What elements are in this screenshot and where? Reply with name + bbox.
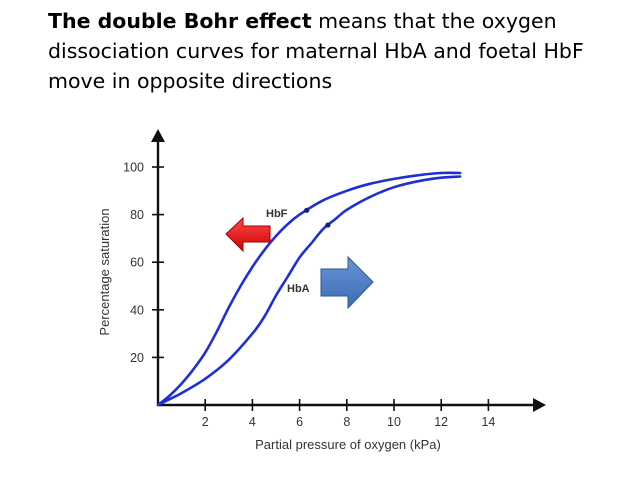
hbf-curve-label: HbF [266, 208, 288, 220]
hba-curve-label: HbA [287, 283, 310, 295]
slide-heading: The double Bohr effect means that the ox… [48, 6, 628, 96]
x-tick-label: 14 [481, 415, 495, 429]
y-tick-label: 80 [130, 208, 144, 222]
y-tick-label: 60 [130, 256, 144, 270]
y-tick-label: 100 [123, 161, 144, 175]
x-tick-label: 12 [434, 415, 448, 429]
y-axis-title: Percentage saturation [97, 208, 112, 335]
hbf-shift-left-arrow [225, 216, 271, 253]
x-axis-arrowhead [533, 398, 546, 412]
hbf-point-marker [304, 207, 310, 213]
y-tick-label: 40 [130, 303, 144, 317]
x-tick-label: 8 [343, 415, 350, 429]
hbf-curve [156, 171, 462, 407]
y-axis-arrowhead [151, 129, 165, 142]
x-tick-label: 10 [387, 415, 401, 429]
y-tick-label: 20 [130, 351, 144, 365]
x-tick-label: 6 [296, 415, 303, 429]
x-tick-label: 2 [202, 415, 209, 429]
x-axis-title: Partial pressure of oxygen (kPa) [255, 437, 441, 452]
hba-shift-right-arrow [320, 255, 374, 310]
hba-point-marker [325, 222, 331, 228]
hba-curve [156, 175, 462, 407]
heading-rest: means that the oxygen dissociation curve… [48, 9, 584, 93]
heading-bold-phrase: The double Bohr effect [48, 9, 312, 33]
x-tick-label: 4 [249, 415, 256, 429]
